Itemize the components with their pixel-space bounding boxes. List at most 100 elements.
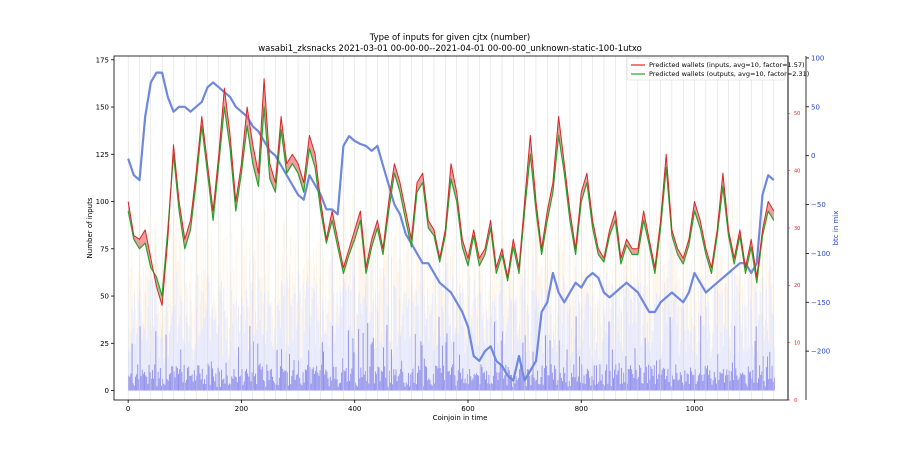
bar-mid — [422, 344, 424, 387]
bar-base — [293, 360, 295, 391]
bar-base — [599, 364, 601, 391]
bar-top — [639, 230, 641, 302]
fill-segment — [417, 173, 423, 193]
bar-mid — [210, 316, 212, 362]
bar-top — [637, 280, 639, 284]
bar-base — [484, 379, 486, 391]
bar-base — [458, 354, 460, 391]
bar-mid — [629, 299, 631, 366]
bar-top — [752, 277, 754, 346]
bar-base — [745, 383, 747, 391]
bar-mid — [571, 327, 573, 373]
bar-base — [548, 375, 550, 391]
bar-mid — [335, 321, 337, 367]
bar-top — [249, 238, 251, 260]
bar-base — [414, 333, 416, 391]
bar-top — [620, 269, 622, 313]
bar-top — [456, 257, 458, 294]
bar-top — [731, 196, 733, 272]
bar-top — [443, 250, 445, 313]
bar-mid — [301, 357, 303, 386]
bar-top — [669, 224, 671, 243]
bar-base — [606, 364, 608, 391]
bar-base — [350, 373, 352, 391]
bar-mid — [146, 340, 148, 377]
bar-top — [311, 286, 313, 299]
bar-base — [625, 356, 627, 391]
bar-mid — [193, 349, 195, 371]
bar-base — [404, 386, 406, 391]
bar-top — [696, 342, 698, 356]
bar-base — [190, 375, 192, 391]
bar-mid — [752, 345, 754, 370]
bar-top — [283, 219, 285, 297]
bar-top — [690, 284, 692, 332]
bar-base — [312, 367, 314, 391]
bar-top — [629, 255, 631, 300]
bar-base — [153, 378, 155, 391]
bar-mid — [581, 307, 583, 365]
bar-mid — [710, 358, 712, 379]
bar-base — [624, 382, 626, 391]
y3-tick-label: 50 — [794, 111, 800, 117]
bar-top — [291, 297, 293, 307]
bar-top — [487, 317, 489, 321]
bar-top — [378, 279, 380, 292]
bar-base — [576, 381, 578, 391]
bar-mid — [242, 305, 244, 385]
bar-mid — [231, 290, 233, 377]
bar-mid — [338, 314, 340, 384]
bar-top — [163, 311, 165, 365]
bar-top — [494, 231, 496, 301]
bar-top — [431, 279, 433, 294]
bar-mid — [591, 356, 593, 377]
bar-base — [649, 379, 651, 391]
bar-top — [598, 301, 600, 360]
bar-top — [543, 267, 545, 300]
bar-top — [751, 250, 753, 311]
bar-mid — [722, 346, 724, 369]
bar-mid — [397, 332, 399, 377]
bar-top — [466, 330, 468, 345]
bar-top — [608, 280, 610, 302]
bar-mid — [162, 337, 164, 379]
bar-mid — [460, 292, 462, 373]
bar-top — [479, 254, 481, 293]
bar-top — [278, 298, 280, 311]
bar-top — [711, 329, 713, 348]
bar-mid — [356, 314, 358, 387]
bar-mid — [640, 281, 642, 368]
bar-mid — [308, 287, 310, 351]
bar-base — [610, 386, 612, 391]
bar-mid — [445, 269, 447, 343]
y2-tick-label: −150 — [811, 299, 830, 307]
bar-mid — [267, 290, 269, 371]
bar-base — [301, 385, 303, 391]
bar-base — [333, 366, 335, 391]
bar-top — [662, 264, 664, 308]
bar-base — [201, 368, 203, 391]
bar-base — [559, 372, 561, 391]
bar-base — [533, 377, 535, 391]
bar-mid — [200, 291, 202, 380]
bar-top — [448, 316, 450, 326]
bar-base — [675, 364, 677, 391]
bar-base — [728, 370, 730, 391]
bar-mid — [130, 332, 132, 374]
fill-segment — [677, 248, 684, 264]
bar-mid — [750, 300, 752, 372]
bar-base — [210, 361, 212, 391]
bar-base — [669, 317, 671, 391]
bar-top — [611, 266, 613, 286]
bar-base — [652, 375, 654, 391]
bar-top — [670, 325, 672, 331]
bar-top — [560, 289, 562, 346]
bar-top — [582, 271, 584, 341]
bar-base — [572, 376, 574, 391]
bar-mid — [622, 350, 624, 384]
bar-base — [514, 383, 516, 391]
bar-top — [207, 210, 209, 275]
bar-base — [719, 371, 721, 391]
bar-base — [486, 370, 488, 391]
bar-base — [648, 364, 650, 391]
